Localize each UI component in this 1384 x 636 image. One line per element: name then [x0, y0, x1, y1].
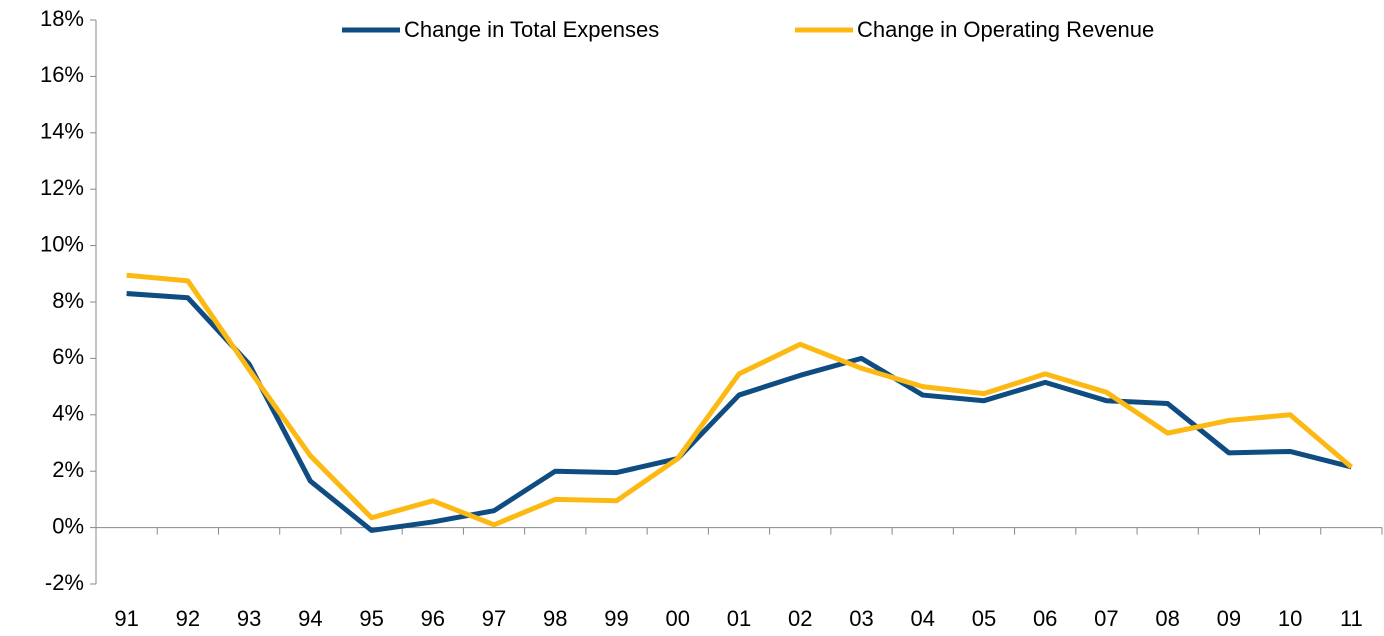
x-tick-label: 09 [1217, 606, 1241, 631]
y-tick-label: 2% [52, 457, 84, 482]
x-tick-label: 07 [1094, 606, 1118, 631]
x-tick-label: 08 [1155, 606, 1179, 631]
x-tick-label: 11 [1340, 606, 1363, 631]
x-tick-label: 96 [421, 606, 445, 631]
y-tick-label: 0% [52, 513, 84, 538]
y-tick-label: 18% [40, 6, 84, 31]
series-line [126, 291, 1352, 533]
y-tick-label: 8% [52, 288, 84, 313]
x-tick-label: 94 [298, 606, 322, 631]
x-tick-label: 04 [910, 606, 934, 631]
x-tick-label: 05 [972, 606, 996, 631]
x-tick-label: 97 [482, 606, 506, 631]
x-tick-label: 00 [666, 606, 690, 631]
y-tick-label: 10% [40, 231, 84, 256]
x-tick-label: 10 [1278, 606, 1302, 631]
x-tick-label: 06 [1033, 606, 1057, 631]
y-tick-label: -2% [45, 570, 84, 595]
x-tick-label: 99 [604, 606, 628, 631]
y-tick-label: 6% [52, 344, 84, 369]
x-tick-label: 02 [788, 606, 812, 631]
y-tick-label: 14% [40, 119, 84, 144]
x-tick-label: 98 [543, 606, 567, 631]
x-tick-label: 93 [237, 606, 261, 631]
legend-label: Change in Total Expenses [404, 17, 659, 42]
y-tick-label: 16% [40, 62, 84, 87]
x-tick-label: 01 [727, 606, 751, 631]
y-tick-label: 4% [52, 401, 84, 426]
y-tick-label: 12% [40, 175, 84, 200]
x-tick-label: 92 [176, 606, 200, 631]
x-tick-label: 95 [359, 606, 383, 631]
legend-label: Change in Operating Revenue [857, 17, 1154, 42]
x-tick-label: 91 [114, 606, 138, 631]
x-tick-label: 03 [849, 606, 873, 631]
series-line [126, 272, 1354, 528]
